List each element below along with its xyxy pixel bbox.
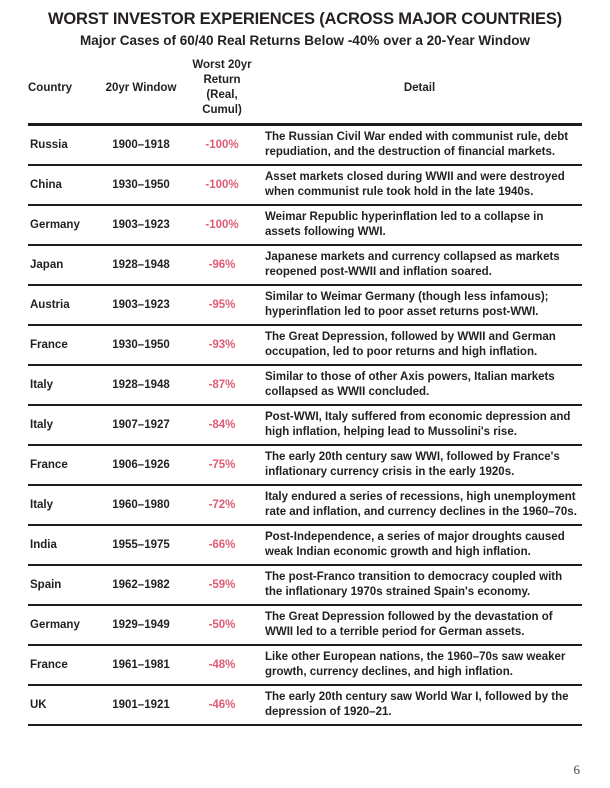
return-cell: -48%	[208, 658, 236, 671]
detail-cell: The early 20th century saw World War I, …	[265, 691, 569, 718]
window-cell: 1955–1975	[112, 538, 170, 551]
country-cell: Japan	[30, 258, 64, 271]
window-cell: 1903–1923	[112, 218, 170, 231]
window-cell: 1928–1948	[112, 258, 170, 271]
country-cell: France	[30, 458, 68, 471]
table-row: Russia 1900–1918 -100% The Russian Civil…	[28, 126, 582, 166]
return-cell: -50%	[208, 618, 236, 631]
return-cell: -100%	[205, 178, 239, 191]
window-cell: 1930–1950	[112, 178, 170, 191]
return-cell: -96%	[208, 258, 236, 271]
table-row: Italy 1907–1927 -84% Post-WWI, Italy suf…	[28, 406, 582, 446]
country-cell: Italy	[30, 418, 54, 431]
returns-table: Country 20yr Window Worst 20yr Return (R…	[28, 58, 582, 726]
return-cell: -72%	[208, 498, 236, 511]
country-cell: Austria	[30, 298, 70, 311]
country-cell: India	[30, 538, 57, 551]
table-row: Germany 1903–1923 -100% Weimar Republic …	[28, 206, 582, 246]
window-cell: 1903–1923	[112, 298, 170, 311]
header-window: 20yr Window	[105, 81, 177, 94]
header-return: Worst 20yr Return (Real, Cumul)	[192, 59, 252, 116]
table-row: Italy 1960–1980 -72% Italy endured a ser…	[28, 486, 582, 526]
country-cell: Russia	[30, 138, 68, 151]
return-cell: -93%	[208, 338, 236, 351]
return-cell: -84%	[208, 418, 236, 431]
detail-cell: Like other European nations, the 1960–70…	[265, 651, 566, 678]
table-row: France 1930–1950 -93% The Great Depressi…	[28, 326, 582, 366]
country-cell: Germany	[30, 618, 80, 631]
table-row: France 1906–1926 -75% The early 20th cen…	[28, 446, 582, 486]
detail-cell: Similar to Weimar Germany (though less i…	[265, 291, 549, 318]
table-row: Italy 1928–1948 -87% Similar to those of…	[28, 366, 582, 406]
window-cell: 1900–1918	[112, 138, 170, 151]
table-row: Japan 1928–1948 -96% Japanese markets an…	[28, 246, 582, 286]
return-cell: -46%	[208, 698, 236, 711]
country-cell: Spain	[30, 578, 62, 591]
detail-cell: Asset markets closed during WWII and wer…	[265, 171, 565, 198]
country-cell: Germany	[30, 218, 80, 231]
return-cell: -100%	[205, 218, 239, 231]
window-cell: 1960–1980	[112, 498, 170, 511]
window-cell: 1901–1921	[112, 698, 170, 711]
country-cell: France	[30, 338, 68, 351]
header-country: Country	[28, 81, 73, 94]
page-title: WORST INVESTOR EXPERIENCES (ACROSS MAJOR…	[48, 10, 562, 28]
table-row: China 1930–1950 -100% Asset markets clos…	[28, 166, 582, 206]
table-row: France 1961–1981 -48% Like other Europea…	[28, 646, 582, 686]
country-cell: France	[30, 658, 68, 671]
page-number: 6	[573, 762, 581, 777]
detail-cell: The post-Franco transition to democracy …	[265, 571, 563, 598]
country-cell: Italy	[30, 498, 54, 511]
table-row: Germany 1929–1949 -50% The Great Depress…	[28, 606, 582, 646]
detail-cell: The Russian Civil War ended with communi…	[265, 131, 569, 158]
detail-cell: Italy endured a series of recessions, hi…	[265, 491, 577, 518]
window-cell: 1907–1927	[112, 418, 170, 431]
detail-cell: The early 20th century saw WWI, followed…	[265, 451, 560, 478]
detail-cell: The Great Depression, followed by WWII a…	[265, 331, 556, 358]
window-cell: 1961–1981	[112, 658, 170, 671]
window-cell: 1928–1948	[112, 378, 170, 391]
header-detail: Detail	[403, 81, 436, 94]
country-cell: UK	[30, 698, 47, 711]
table-row: India 1955–1975 -66% Post-Independence, …	[28, 526, 582, 566]
detail-cell: Post-Independence, a series of major dro…	[265, 531, 565, 558]
table-header-row: Country 20yr Window Worst 20yr Return (R…	[28, 58, 582, 126]
page-subtitle: Major Cases of 60/40 Real Returns Below …	[79, 33, 531, 48]
return-cell: -59%	[208, 578, 236, 591]
table-row: UK 1901–1921 -46% The early 20th century…	[28, 686, 582, 726]
return-cell: -66%	[208, 538, 236, 551]
detail-cell: Weimar Republic hyperinflation led to a …	[265, 211, 544, 238]
window-cell: 1929–1949	[112, 618, 170, 631]
return-cell: -87%	[208, 378, 236, 391]
window-cell: 1930–1950	[112, 338, 170, 351]
table-body: Russia 1900–1918 -100% The Russian Civil…	[28, 126, 582, 726]
detail-cell: Japanese markets and currency collapsed …	[265, 251, 560, 278]
window-cell: 1906–1926	[112, 458, 170, 471]
return-cell: -75%	[208, 458, 236, 471]
detail-cell: Post-WWI, Italy suffered from economic d…	[265, 411, 571, 438]
table-row: Spain 1962–1982 -59% The post-Franco tra…	[28, 566, 582, 606]
return-cell: -100%	[205, 138, 239, 151]
window-cell: 1962–1982	[112, 578, 170, 591]
detail-cell: The Great Depression followed by the dev…	[265, 611, 553, 638]
country-cell: China	[30, 178, 62, 191]
country-cell: Italy	[30, 378, 54, 391]
table-row: Austria 1903–1923 -95% Similar to Weimar…	[28, 286, 582, 326]
detail-cell: Similar to those of other Axis powers, I…	[265, 371, 555, 398]
return-cell: -95%	[208, 298, 236, 311]
